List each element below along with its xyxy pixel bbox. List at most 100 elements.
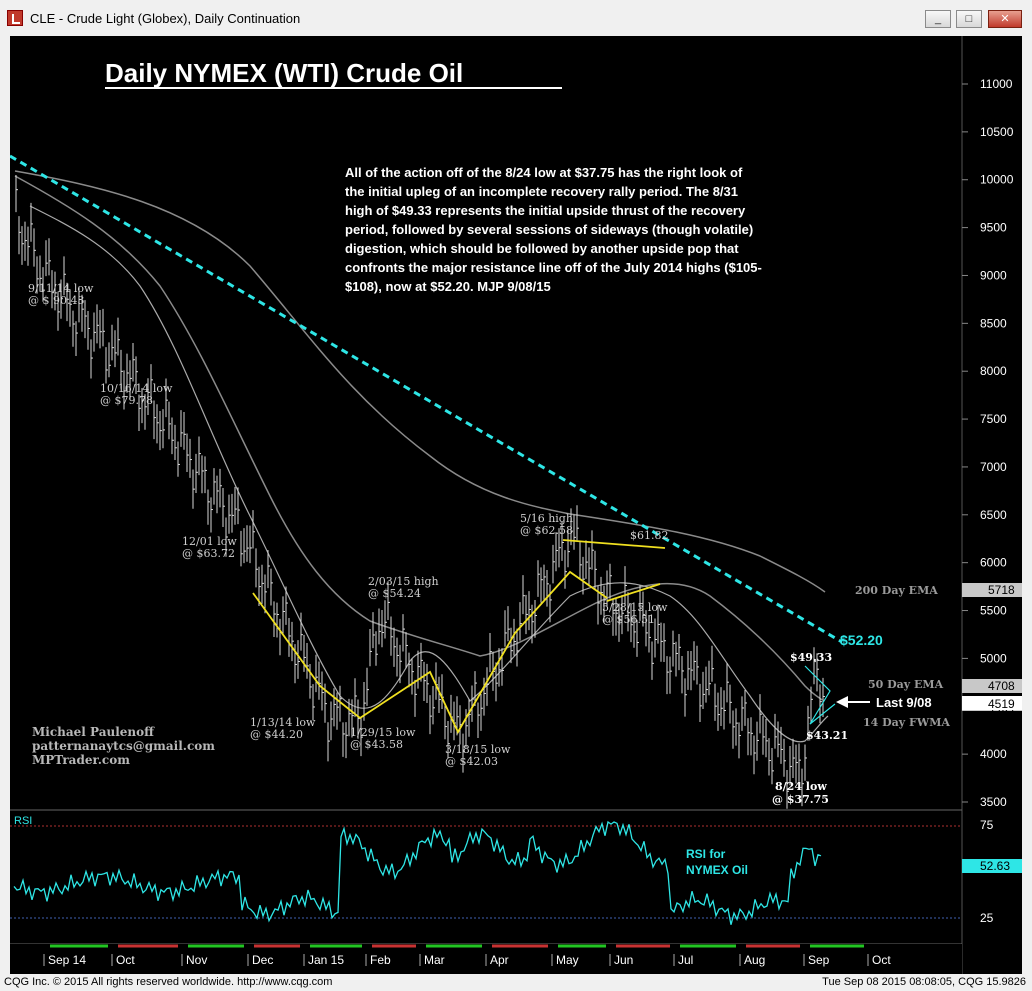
commentary-line: the initial upleg of an incomplete recov…: [345, 184, 738, 199]
commentary-line: digestion, which should be followed by a…: [345, 241, 739, 256]
price-tick-label: 3500: [980, 795, 1007, 809]
price-chart[interactable]: 11000 10500 10000 9500 9000 8500 8000 7500 7000 6…: [9, 36, 1022, 974]
price-tick-label: 7000: [980, 460, 1007, 474]
app-icon: [7, 10, 23, 26]
minimize-button[interactable]: _: [925, 10, 951, 28]
price-tick-label: 6500: [980, 508, 1007, 522]
price-tag-text: 4708: [988, 679, 1015, 693]
annotation-label: @ $79.78: [100, 394, 153, 407]
month-label: Oct: [116, 953, 135, 967]
price-tick-label: 4000: [980, 747, 1007, 761]
commentary-line: high of $49.33 represents the initial up…: [345, 203, 746, 218]
price-bars: [15, 174, 825, 809]
commentary-line: $108), now at $52.20. MJP 9/08/15: [345, 279, 551, 294]
rsi-value-text: 52.63: [980, 859, 1010, 873]
price-tick-label: 5000: [980, 651, 1007, 665]
month-label: Oct: [872, 953, 891, 967]
price-tick-label: 8000: [980, 364, 1007, 378]
copyright-text: CQG Inc. © 2015 All rights reserved worl…: [4, 976, 333, 988]
month-label: Mar: [424, 953, 445, 967]
status-bar: CQG Inc. © 2015 All rights reserved worl…: [0, 974, 1032, 991]
resistance-value-label: $52.20: [840, 632, 883, 648]
window-titlebar: CLE - Crude Light (Globex), Daily Contin…: [0, 0, 1032, 36]
ema50-label: 50 Day EMA: [868, 678, 944, 691]
author-name: Michael Paulenoff: [32, 725, 155, 739]
last-arrow-icon: [836, 696, 870, 708]
chart-area[interactable]: 11000 10500 10000 9500 9000 8500 8000 7500 7000 6…: [9, 36, 1022, 974]
timestamp-text: Tue Sep 08 2015 08:08:05, CQG 15.9826: [822, 976, 1026, 988]
annotation-label: 8/24 low: [775, 780, 827, 793]
fwma-14-line: [29, 205, 829, 743]
annotation-label: 1/29/15 low: [350, 726, 416, 739]
annotation-label: 12/01 low: [182, 535, 237, 548]
annotation-label: @ $37.75: [772, 793, 829, 806]
price-tick-label: 9500: [980, 221, 1007, 235]
month-label: Sep: [808, 953, 830, 967]
pattern-left-w: [252, 570, 608, 734]
ema200-label: 200 Day EMA: [855, 584, 938, 597]
annotation-label: @ $44.20: [250, 728, 303, 741]
annotation-label: 3/18/15 low: [445, 743, 511, 756]
annotation-label: $49.33: [790, 651, 832, 664]
price-tag-text: 5718: [988, 583, 1015, 597]
price-tick-label: 8500: [980, 316, 1007, 330]
rsi-tick-25: 25: [980, 911, 994, 925]
pattern-top-line: [562, 539, 666, 549]
month-label: Jun: [614, 953, 633, 967]
month-label: Nov: [186, 953, 207, 967]
annotation-label: @ $54.24: [368, 587, 421, 600]
price-tag: 4708: [962, 679, 1022, 693]
month-label: Jul: [678, 953, 693, 967]
price-tick-labels: 11000 10500 10000 9500 9000 8500 8000 7500 7000 6…: [962, 77, 1014, 809]
annotation-label: 2/03/15 high: [368, 575, 439, 588]
author-site: MPTrader.com: [32, 753, 130, 767]
rsi-line: [13, 820, 822, 925]
commentary-line: period, followed by several sessions of …: [345, 222, 753, 237]
author-block: Michael Paulenoff patternanaytcs@gmail.c…: [32, 725, 215, 767]
price-tick-label: 6000: [980, 556, 1007, 570]
annotation-label: @ $56.51: [602, 613, 655, 626]
month-label: Sep 14: [48, 953, 86, 967]
last-price-label: Last 9/08: [876, 695, 932, 710]
price-tick-label: 7500: [980, 412, 1007, 426]
window-title: CLE - Crude Light (Globex), Daily Contin…: [30, 11, 301, 26]
annotation-label: @ $43.58: [350, 738, 403, 751]
annotation-label: @ $63.72: [182, 547, 235, 560]
annotation-label: @ $62.58: [520, 524, 573, 537]
price-tag: 4519: [962, 696, 1022, 711]
annotations: 9/11/14 low @ $ 90.43 10/16/14 low @ $79…: [28, 282, 848, 806]
rsi-note: RSI for: [686, 847, 726, 861]
price-axis: [962, 36, 1022, 974]
ema-200-line: [14, 170, 826, 593]
month-label: May: [556, 953, 579, 967]
rsi-value-tag: 52.63: [962, 859, 1022, 873]
rsi-panel-label: RSI: [14, 815, 32, 827]
author-email: patternanaytcs@gmail.com: [32, 739, 215, 753]
annotation-label: $43.21: [806, 729, 848, 742]
close-button[interactable]: ✕: [988, 10, 1022, 28]
price-tick-label: 10500: [980, 125, 1014, 139]
commentary-line: All of the action off of the 8/24 low at…: [345, 165, 743, 180]
resistance-trendline: [9, 154, 843, 644]
month-label: Aug: [744, 953, 765, 967]
month-label: Dec: [252, 953, 273, 967]
price-tag: 5718: [962, 583, 1022, 597]
commentary-line: confronts the major resistance line off …: [345, 260, 762, 275]
annotation-label: 10/16/14 low: [100, 382, 173, 395]
annotation-label: @ $42.03: [445, 755, 498, 768]
pattern-flag: [804, 665, 836, 725]
annotation-label: 1/13/14 low: [250, 716, 316, 729]
month-label: Apr: [490, 953, 509, 967]
price-tick-label: 11000: [980, 77, 1013, 91]
price-tick-label: 9000: [980, 268, 1007, 282]
price-tick-label: 10000: [980, 173, 1014, 187]
maximize-button[interactable]: □: [956, 10, 982, 28]
annotation-label: 9/11/14 low: [28, 282, 94, 295]
annotation-label: $61.82: [630, 529, 669, 542]
annotation-label: @ $ 90.43: [28, 294, 84, 307]
month-label: Jan 15: [308, 953, 344, 967]
rsi-note: NYMEX Oil: [686, 863, 748, 877]
fwma14-label: 14 Day FWMA: [863, 716, 950, 729]
chart-title: Daily NYMEX (WTI) Crude Oil: [105, 58, 463, 88]
commentary-block: All of the action off of the 8/24 low at…: [345, 165, 762, 294]
